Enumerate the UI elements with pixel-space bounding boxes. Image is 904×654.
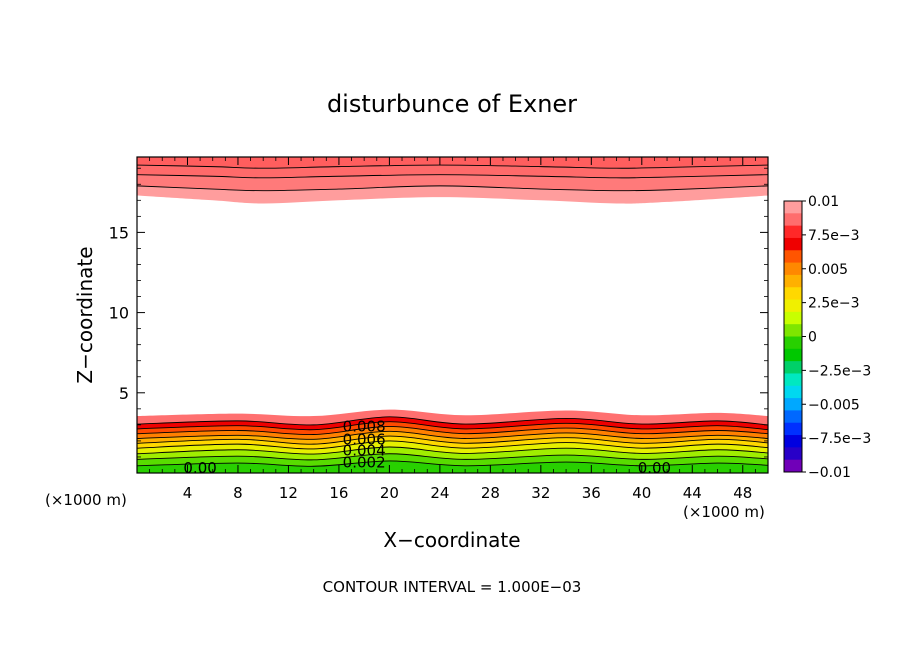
contour-line-12 bbox=[136, 174, 769, 179]
contour-line-2 bbox=[136, 446, 769, 455]
contour-line-13 bbox=[136, 164, 769, 169]
contour-line-11 bbox=[136, 185, 769, 192]
contour-line-8 bbox=[136, 416, 769, 426]
colorbar-segment-20 bbox=[784, 447, 802, 461]
x-tick-label-7: 32 bbox=[531, 484, 550, 502]
contour-line-4 bbox=[136, 435, 769, 445]
contour-line-layer bbox=[136, 164, 769, 467]
contour-label-1: 0.006 bbox=[343, 430, 386, 448]
colorbar-segment-17 bbox=[784, 410, 802, 424]
colorbar-segment-5 bbox=[784, 262, 802, 276]
contour-line-5 bbox=[136, 430, 769, 440]
colorbar-label-6: −0.005 bbox=[808, 397, 860, 413]
contour-fill-layer bbox=[137, 157, 768, 473]
colorbar-segment-16 bbox=[784, 398, 802, 411]
contour-band-bottom-0 bbox=[137, 460, 768, 473]
y-tick-label-1: 10 bbox=[109, 304, 129, 323]
contour-line-7 bbox=[136, 421, 769, 431]
contour-line-0 bbox=[136, 460, 769, 467]
x-tick-label-2: 12 bbox=[279, 484, 298, 502]
colorbar-label-7: −7.5e−3 bbox=[808, 431, 871, 447]
colorbar-segment-14 bbox=[784, 373, 802, 387]
colorbar-segment-9 bbox=[784, 311, 802, 325]
colorbar-label-3: 2.5e−3 bbox=[808, 296, 860, 312]
contour-label-4: 0.00 bbox=[183, 459, 216, 477]
colorbar-segment-8 bbox=[784, 299, 802, 313]
contour-line-3 bbox=[136, 440, 769, 450]
colorbar-segment-15 bbox=[784, 385, 802, 399]
y-tick-labels: 5 10 15 bbox=[109, 223, 129, 402]
axis-ticks bbox=[137, 157, 768, 473]
x-tick-label-1: 8 bbox=[233, 484, 243, 502]
x-tick-label-3: 16 bbox=[329, 484, 348, 502]
colorbar-segment-2 bbox=[784, 225, 802, 239]
colorbar-label-2: 0.005 bbox=[808, 262, 848, 278]
colorbar-segment-19 bbox=[784, 435, 802, 448]
contour-label-3: 0.002 bbox=[343, 454, 386, 472]
y-tick-label-2: 15 bbox=[109, 223, 129, 242]
colorbar-labels: 0.01 7.5e−3 0.005 2.5e−3 0 −2.5e−3 −0.005 −7.5e… bbox=[808, 194, 871, 481]
y-axis-label: Z−coordinate bbox=[73, 246, 97, 383]
x-axis-label: X−coordinate bbox=[383, 528, 520, 552]
colorbar-segment-12 bbox=[784, 348, 802, 362]
colorbar-label-8: −0.01 bbox=[808, 465, 851, 481]
colorbar-label-4: 0 bbox=[808, 330, 817, 346]
colorbar-label-0: 0.01 bbox=[808, 194, 839, 210]
x-tick-label-4: 20 bbox=[380, 484, 399, 502]
x-unit-right: (×1000 m) bbox=[683, 503, 765, 521]
contour-line-1 bbox=[136, 453, 769, 461]
x-tick-label-0: 4 bbox=[183, 484, 193, 502]
colorbar-segment-10 bbox=[784, 324, 802, 337]
contour-label-0: 0.008 bbox=[343, 417, 386, 435]
x-unit-left: (×1000 m) bbox=[45, 491, 127, 509]
colorbar-segment-0 bbox=[784, 201, 802, 214]
contour-band-top-3 bbox=[137, 157, 768, 169]
x-tick-label-11: 48 bbox=[733, 484, 752, 502]
colorbar-label-5: −2.5e−3 bbox=[808, 363, 871, 379]
x-tick-label-10: 44 bbox=[683, 484, 702, 502]
contour-interval: CONTOUR INTERVAL = 1.000E−03 bbox=[323, 578, 582, 596]
x-tick-label-8: 36 bbox=[582, 484, 601, 502]
x-tick-label-9: 40 bbox=[632, 484, 651, 502]
colorbar-segment-6 bbox=[784, 274, 802, 288]
colorbar bbox=[783, 200, 806, 473]
x-tick-labels: 4 8 12 16 20 24 28 32 36 40 44 48 bbox=[183, 484, 753, 502]
colorbar-segment-7 bbox=[784, 287, 802, 301]
colorbar-label-1: 7.5e−3 bbox=[808, 228, 860, 244]
colorbar-segment-1 bbox=[784, 213, 802, 227]
chart-title: disturbunce of Exner bbox=[327, 90, 577, 118]
y-tick-label-0: 5 bbox=[119, 384, 129, 403]
contour-line-6 bbox=[136, 426, 769, 435]
colorbar-segment-13 bbox=[784, 361, 802, 374]
colorbar-segment-21 bbox=[784, 459, 802, 473]
x-tick-label-6: 28 bbox=[481, 484, 500, 502]
contour-label-2: 0.004 bbox=[343, 442, 386, 460]
colorbar-segment-3 bbox=[784, 237, 802, 251]
colorbar-segment-11 bbox=[784, 336, 802, 350]
x-tick-label-5: 24 bbox=[430, 484, 449, 502]
colorbar-segment-4 bbox=[784, 250, 802, 264]
colorbar-segment-18 bbox=[784, 422, 802, 436]
contour-label-5: 0.00 bbox=[638, 459, 671, 477]
